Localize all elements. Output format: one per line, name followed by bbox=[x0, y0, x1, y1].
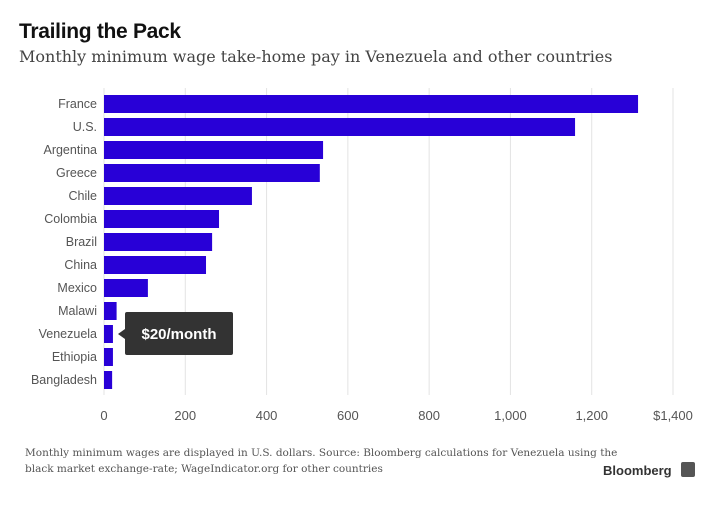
category-label: Mexico bbox=[57, 281, 97, 295]
bar-chart: 0 200 400 600 800 1,000 1,200 $1,400 France U.S. A… bbox=[31, 88, 693, 423]
bar-us bbox=[104, 118, 576, 136]
category-label: Chile bbox=[69, 189, 98, 203]
category-label: Ethiopia bbox=[52, 350, 97, 364]
bar-brazil bbox=[104, 233, 213, 251]
category-label: Venezuela bbox=[39, 327, 97, 341]
x-tick-label: 200 bbox=[174, 408, 196, 423]
bar-bangladesh bbox=[104, 371, 113, 389]
bar-ethiopia bbox=[104, 348, 113, 366]
category-label: Colombia bbox=[44, 212, 97, 226]
category-label: China bbox=[64, 258, 97, 272]
x-tick-label: 800 bbox=[418, 408, 440, 423]
callout-pointer bbox=[118, 329, 125, 339]
bar-chile bbox=[104, 187, 252, 205]
bar-malawi bbox=[104, 302, 117, 320]
bar-venezuela bbox=[104, 325, 113, 343]
chart-title: Trailing the Pack bbox=[19, 20, 181, 43]
x-tick-label: $1,400 bbox=[653, 408, 693, 423]
category-label: Malawi bbox=[58, 304, 97, 318]
callout-text: $20/month bbox=[141, 326, 216, 343]
bar-france bbox=[104, 95, 639, 113]
category-label: U.S. bbox=[73, 120, 97, 134]
category-label: France bbox=[58, 97, 97, 111]
footnote: Monthly minimum wages are displayed in U… bbox=[25, 447, 618, 475]
x-tick-label: 400 bbox=[256, 408, 278, 423]
category-label: Greece bbox=[56, 166, 97, 180]
category-label: Brazil bbox=[66, 235, 97, 249]
bar-chart-icon bbox=[681, 462, 695, 477]
bar-greece bbox=[104, 164, 320, 182]
category-label: Bangladesh bbox=[31, 373, 97, 387]
category-label: Argentina bbox=[43, 143, 97, 157]
callout-box bbox=[125, 312, 233, 355]
bar-argentina bbox=[104, 141, 324, 159]
bar-mexico bbox=[104, 279, 148, 297]
x-tick-label: 1,200 bbox=[575, 408, 608, 423]
bar-china bbox=[104, 256, 207, 274]
bar-colombia bbox=[104, 210, 220, 228]
x-tick-label: 600 bbox=[337, 408, 359, 423]
bloomberg-logo: Bloomberg bbox=[603, 463, 672, 478]
chart-subtitle: Monthly minimum wage take-home pay in Ve… bbox=[19, 47, 613, 66]
x-tick-label: 1,000 bbox=[494, 408, 527, 423]
x-tick-label: 0 bbox=[100, 408, 107, 423]
